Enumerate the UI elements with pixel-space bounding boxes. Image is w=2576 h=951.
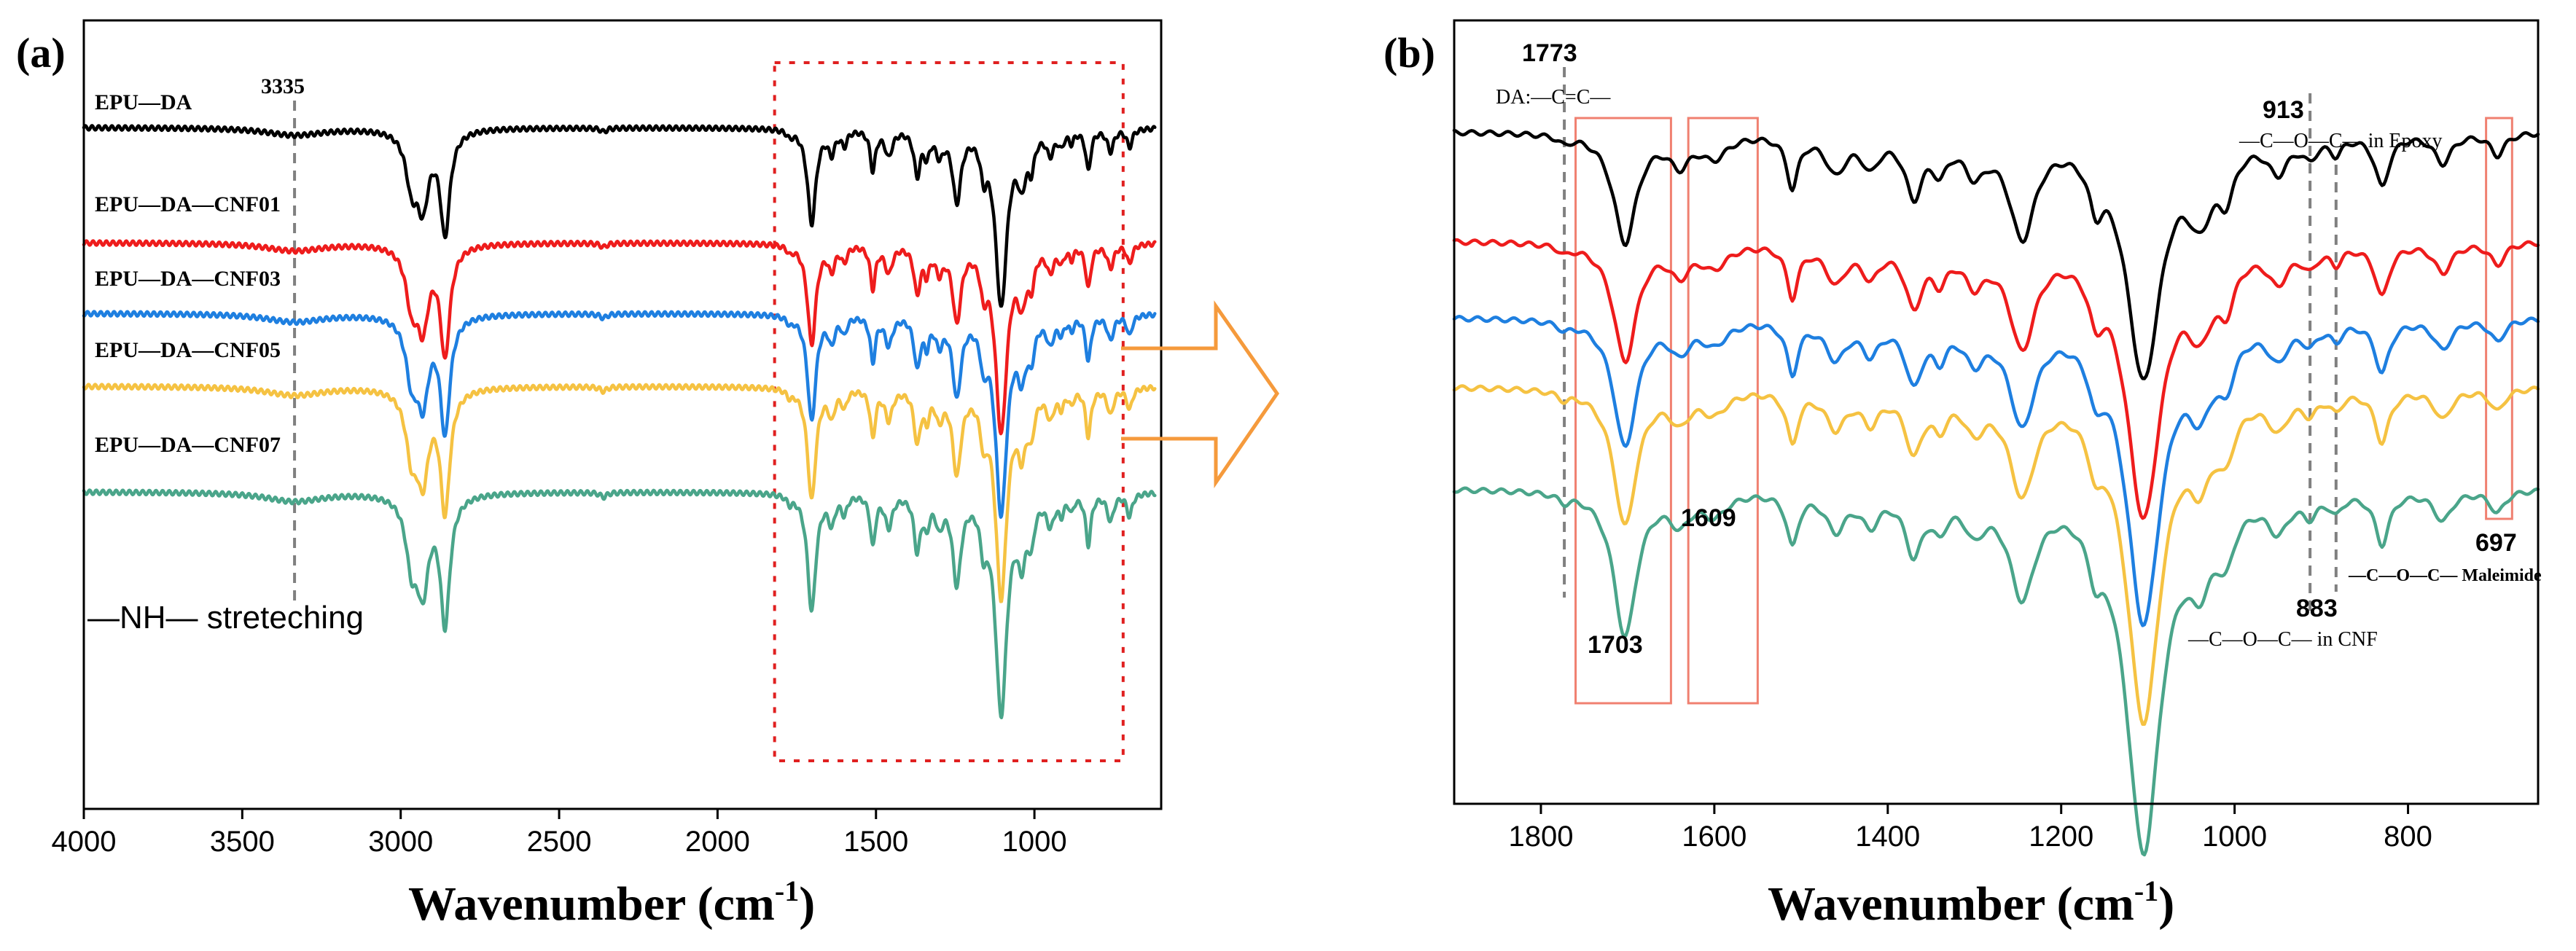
panel-b-series-line (1452, 128, 2540, 380)
panel-b: (b) 1800 1600 1400 1200 1000 800 Wavenumber (… (1383, 19, 2542, 931)
highlight-box (1574, 117, 1672, 705)
panel-b-x-tick-label: 1400 (1855, 821, 1920, 853)
panel-a-legend-labels: EPU—DA EPU—DA—CNF01 EPU—DA—CNF03 EPU—DA—CNF… (95, 90, 281, 457)
panel-a-x-tick-label: 3000 (368, 826, 433, 858)
legend-label: EPU—DA—CNF07 (95, 433, 281, 457)
panel-a: (a) 4000 3500 3000 2500 2000 1500 1000 Wavenum… (16, 19, 1280, 931)
panel-b-x-ticks: 1800 1600 1400 1200 1000 800 (1508, 804, 2432, 853)
panel-b-plot-frame (1453, 19, 2540, 805)
legend-label: EPU—DA (95, 90, 192, 114)
legend-label: EPU—DA—CNF01 (95, 192, 281, 216)
panel-a-series-line (82, 383, 1157, 603)
panel-b-series-line (1452, 486, 2540, 857)
panel-b-label: (b) (1383, 29, 1435, 77)
panel-a-series-line (82, 310, 1157, 519)
panel-a-x-ticks: 4000 3500 3000 2500 2000 1500 1000 (52, 809, 1067, 858)
panel-a-x-axis-title: Wavenumber (cm-1) (408, 874, 815, 931)
highlight-box (2485, 117, 2513, 520)
panel-a-spectra (82, 124, 1157, 720)
panel-b-x-axis-title: Wavenumber (cm-1) (1768, 874, 2174, 931)
legend-label: EPU—DA—CNF05 (95, 338, 281, 362)
coc-epoxy-label: —C—O—C— in Epoxy (2239, 130, 2442, 152)
peak-1609-label: 1609 (1681, 504, 1736, 532)
coc-maleimide-label: —C—O—C— Maleimide (2348, 566, 2542, 585)
panel-b-spectra (1452, 128, 2540, 857)
panel-a-series-line (82, 124, 1157, 308)
panel-b-x-tick-label: 1600 (1682, 821, 1746, 853)
panel-a-x-tick-label: 3500 (210, 826, 275, 858)
panel-b-x-tick-label: 1000 (2202, 821, 2267, 853)
panel-a-x-tick-label: 4000 (52, 826, 117, 858)
panel-a-x-tick-label: 2500 (527, 826, 592, 858)
panel-b-highlight-boxes (1574, 117, 2513, 705)
panel-b-guides (1563, 67, 2338, 614)
panel-a-series-line (82, 488, 1157, 720)
panel-a-x-tick-label: 2000 (685, 826, 750, 858)
panel-b-series-line (1452, 238, 2540, 520)
panel-b-series-line (1452, 314, 2540, 627)
panel-a-plot-frame (82, 19, 1163, 810)
zoom-arrow-icon (1121, 300, 1280, 489)
peak-883-label: 883 (2296, 595, 2338, 622)
coc-cnf-label: —C—O—C— in CNF (2187, 628, 2378, 651)
peak-3335-label: 3335 (261, 74, 305, 98)
panel-b-x-tick-label: 800 (2384, 821, 2432, 853)
peak-697-label: 697 (2475, 529, 2517, 557)
legend-label: EPU—DA—CNF03 (95, 267, 281, 291)
panel-a-series-line (82, 239, 1157, 436)
panel-a-x-tick-label: 1000 (1002, 826, 1067, 858)
highlight-box (1687, 117, 1759, 705)
panel-b-series-line (1452, 384, 2540, 727)
panel-b-x-tick-label: 1200 (2029, 821, 2093, 853)
da-cc-label: DA:—C=C— (1496, 86, 1611, 109)
panel-b-x-tick-label: 1800 (1508, 821, 1573, 853)
panel-a-label: (a) (16, 29, 66, 77)
panel-a-x-tick-label: 1500 (843, 826, 908, 858)
peak-1703-label: 1703 (1588, 631, 1643, 659)
peak-913-label: 913 (2263, 96, 2304, 124)
nh-stretching-label: —NH— streteching (87, 600, 364, 635)
peak-1773-label: 1773 (1522, 39, 1577, 67)
